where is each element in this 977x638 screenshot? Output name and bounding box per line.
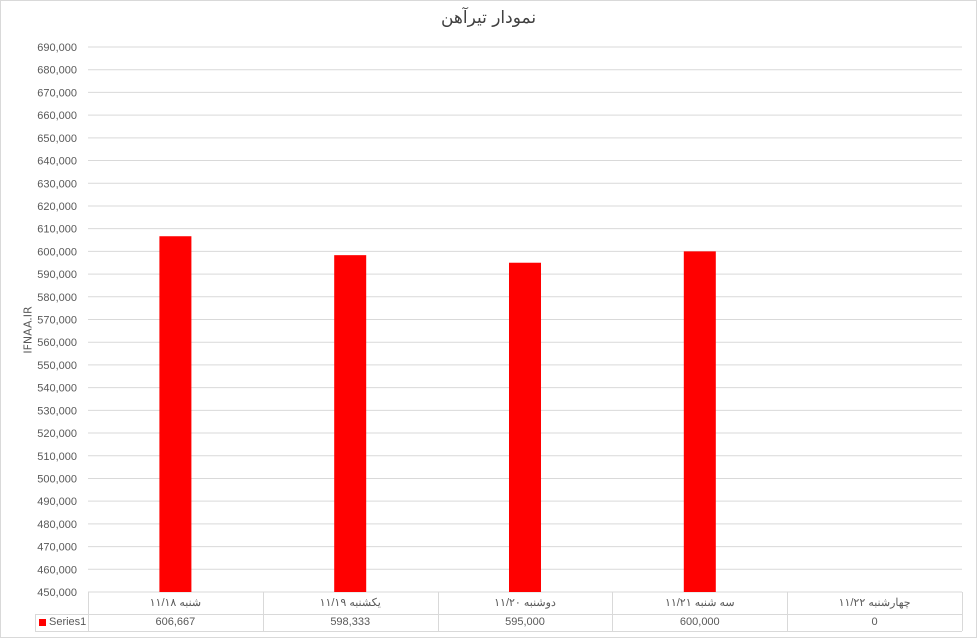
table-border (88, 592, 89, 631)
y-tick-label: 630,000 (37, 178, 77, 190)
bar (683, 251, 716, 592)
data-table-value: 598,333 (330, 616, 371, 628)
y-tick-label: 510,000 (37, 451, 77, 463)
legend-key (39, 619, 46, 626)
table-border (437, 592, 439, 631)
data-table-value: 595,000 (505, 616, 545, 628)
table-border (787, 592, 789, 631)
chart-title: نمودار تیرآهن (440, 8, 537, 28)
y-tick-label: 670,000 (37, 87, 77, 99)
legend-series-name: Series1 (49, 616, 87, 628)
bar (334, 255, 367, 593)
y-tick-label: 620,000 (37, 201, 77, 213)
category-label: دوشنبه ۱۱/۲۰ (494, 597, 556, 609)
y-tick-label: 610,000 (37, 224, 77, 236)
table-border (612, 592, 614, 631)
y-tick-label: 690,000 (37, 42, 77, 54)
y-tick-label: 590,000 (37, 269, 77, 281)
y-tick-label: 450,000 (37, 587, 77, 599)
y-tick-label: 480,000 (37, 519, 77, 531)
category-label: شنبه ۱۱/۱۸ (149, 597, 202, 609)
table-border (35, 614, 36, 631)
y-tick-label: 550,000 (37, 360, 77, 372)
y-tick-label: 530,000 (37, 405, 77, 417)
table-border (962, 592, 963, 631)
y-tick-label: 660,000 (37, 110, 77, 122)
y-tick-label: 470,000 (37, 542, 77, 554)
category-label: چهارشنبه ۱۱/۲۲ (838, 597, 911, 609)
y-tick-label: 570,000 (37, 315, 77, 327)
table-border (35, 631, 962, 632)
category-label: یکشنبه ۱۱/۱۹ (319, 597, 381, 609)
y-tick-label: 580,000 (37, 292, 77, 304)
y-tick-label: 520,000 (37, 428, 77, 440)
table-border (35, 614, 962, 615)
data-table-value: 606,667 (155, 616, 196, 628)
bar (159, 236, 192, 592)
y-tick-label: 560,000 (37, 337, 77, 349)
data-table-value: 600,000 (679, 616, 720, 628)
y-tick-label: 460,000 (37, 564, 77, 576)
y-tick-label: 540,000 (37, 383, 77, 395)
y-tick-label: 500,000 (37, 473, 77, 485)
y-tick-label: 640,000 (37, 156, 77, 168)
bar (509, 262, 541, 592)
y-tick-label: 600,000 (37, 246, 77, 258)
y-tick-label: 490,000 (37, 496, 77, 508)
y-tick-label: 650,000 (37, 133, 77, 145)
category-label: سه شنبه ۱۱/۲۱ (664, 597, 735, 609)
y-tick-label: 680,000 (37, 65, 77, 77)
table-border (262, 592, 264, 631)
data-table-value: 0 (871, 616, 878, 628)
